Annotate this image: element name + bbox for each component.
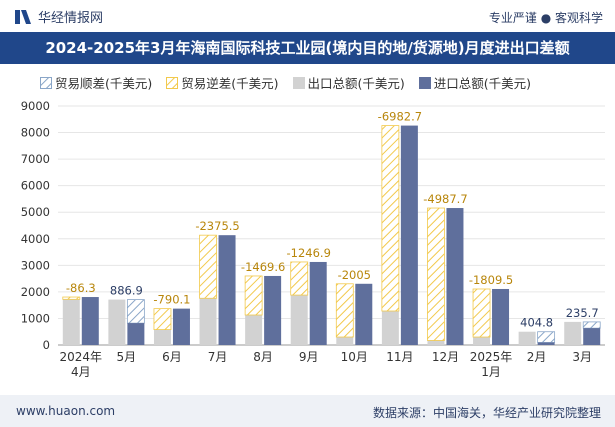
import-bar — [446, 208, 464, 345]
legend-import-label: 进口总额(千美元) — [433, 76, 532, 91]
y-tick-label: 5000 — [21, 205, 50, 219]
deficit-bar — [290, 261, 309, 296]
deficit-bar — [244, 275, 263, 316]
x-tick-label: 10月 — [341, 350, 368, 364]
legend-export-label: 出口总额(千美元) — [307, 76, 405, 91]
import-bar — [81, 297, 99, 345]
legend-export: 出口总额(千美元) — [292, 73, 405, 92]
balance-label: 404.8 — [520, 316, 553, 330]
x-tick-label: 9月 — [299, 350, 319, 364]
legend-deficit-label: 贸易逆差(千美元) — [181, 76, 279, 91]
import-bar — [172, 308, 190, 345]
surplus-hatch-icon — [40, 76, 52, 89]
top-bar: 华经情报网 专业严谨 ● 客观科学 — [0, 0, 615, 32]
x-tick-label: 11月 — [386, 350, 413, 364]
footer: www.huaon.com 数据来源：中国海关，华经产业研究院整理 — [0, 395, 615, 427]
deficit-bar — [427, 207, 445, 341]
surplus-bar — [126, 299, 145, 324]
footer-website[interactable]: www.huaon.com — [16, 404, 116, 418]
surplus-bar — [537, 331, 556, 343]
export-swatch-icon — [292, 76, 305, 89]
legend-deficit: 贸易逆差(千美元) — [166, 73, 279, 92]
deficit-bar — [199, 234, 217, 299]
deficit-bar — [62, 296, 81, 300]
deficit-bar — [153, 308, 172, 330]
y-tick-label: 4000 — [21, 232, 50, 246]
export-bar — [381, 311, 399, 345]
deficit-bar — [381, 125, 400, 312]
x-tick-label: 12月 — [432, 350, 459, 364]
import-swatch-icon — [418, 76, 431, 89]
balance-label: -790.1 — [153, 293, 190, 307]
import-bar — [309, 261, 327, 345]
import-bar — [492, 288, 510, 345]
x-tick-label: 4月 — [71, 365, 91, 379]
balance-label: -4987.7 — [423, 192, 467, 206]
import-bar — [583, 328, 601, 345]
bar-chart: 0 1000 2000 3000 4000 5000 6000 7000 8000 9000 -8… — [21, 99, 605, 379]
y-tick-label: 3000 — [21, 258, 50, 272]
export-bar — [153, 329, 171, 345]
export-bar — [473, 337, 491, 345]
export-bar — [427, 340, 445, 345]
brand-name: 华经情报网 — [38, 11, 104, 26]
balance-label: -2005 — [338, 268, 371, 282]
x-tick-label: 8月 — [253, 350, 273, 364]
export-bar — [518, 331, 536, 345]
balance-label: -2375.5 — [195, 219, 239, 233]
y-tick-label: 8000 — [21, 126, 50, 140]
deficit-bar — [335, 283, 354, 338]
export-bar — [336, 337, 354, 345]
balance-label: -1469.6 — [241, 260, 285, 274]
export-bar — [245, 314, 263, 345]
export-bar — [290, 295, 308, 345]
x-tick-label: 2月 — [527, 350, 547, 364]
y-tick-label: 0 — [43, 338, 50, 352]
deficit-hatch-icon — [166, 76, 179, 89]
export-bar — [108, 299, 126, 345]
tagline: 专业严谨 ● 客观科学 — [488, 11, 603, 25]
import-bar — [218, 235, 236, 345]
balance-label: -1246.9 — [287, 246, 331, 260]
x-tick-label: 6月 — [162, 350, 182, 364]
balance-label: 235.7 — [566, 306, 599, 320]
legend: 贸易顺差(千美元) 贸易逆差(千美元) 出口总额(千美元) 进口总额(千美元) — [40, 73, 531, 92]
balance-label: 886.9 — [110, 284, 143, 298]
import-bar — [264, 275, 282, 345]
import-bar — [127, 323, 145, 345]
legend-surplus-label: 贸易顺差(千美元) — [55, 76, 153, 91]
footer-source: 数据来源：中国海关，华经产业研究院整理 — [372, 406, 601, 420]
y-tick-label: 2000 — [21, 285, 50, 299]
legend-import: 进口总额(千美元) — [418, 73, 532, 92]
balance-label: -86.3 — [66, 281, 96, 295]
export-bar — [564, 321, 582, 345]
import-bar — [355, 283, 373, 345]
legend-surplus: 贸易顺差(千美元) — [40, 73, 152, 92]
chart-title: 2024-2025年3月年海南国际科技工业园(境内目的地/货源地)月度进出口差额 — [0, 32, 615, 64]
x-tick-label: 1月 — [481, 365, 501, 379]
x-tick-label: 2024年 — [60, 350, 103, 364]
balance-label: -6982.7 — [378, 110, 422, 124]
brand: 华经情报网 — [14, 7, 103, 26]
deficit-bar — [472, 288, 491, 338]
y-tick-label: 9000 — [21, 99, 50, 113]
y-tick-label: 7000 — [21, 152, 50, 166]
brand-logo-icon — [15, 9, 31, 24]
y-tick-label: 1000 — [21, 311, 50, 325]
export-bar — [199, 298, 217, 345]
y-tick-label: 6000 — [21, 179, 50, 193]
import-bar — [537, 342, 555, 345]
balance-label: -1809.5 — [469, 273, 513, 287]
x-tick-label: 3月 — [572, 350, 592, 364]
x-tick-label: 5月 — [117, 350, 137, 364]
x-tick-label: 7月 — [208, 350, 228, 364]
export-bar — [62, 299, 80, 345]
import-bar — [400, 125, 418, 345]
x-tick-label: 2025年 — [470, 350, 513, 364]
surplus-bar — [582, 321, 601, 329]
